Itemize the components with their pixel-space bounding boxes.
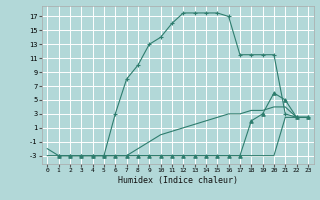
X-axis label: Humidex (Indice chaleur): Humidex (Indice chaleur) [118,176,237,185]
